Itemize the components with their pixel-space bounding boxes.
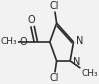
Text: Cl: Cl — [50, 1, 59, 10]
Text: O: O — [27, 15, 35, 25]
Text: Cl: Cl — [50, 74, 59, 83]
Text: O: O — [19, 37, 27, 47]
Text: N: N — [73, 57, 80, 67]
Text: CH₃: CH₃ — [1, 37, 17, 47]
Text: CH₃: CH₃ — [81, 69, 98, 78]
Text: N: N — [76, 36, 83, 46]
